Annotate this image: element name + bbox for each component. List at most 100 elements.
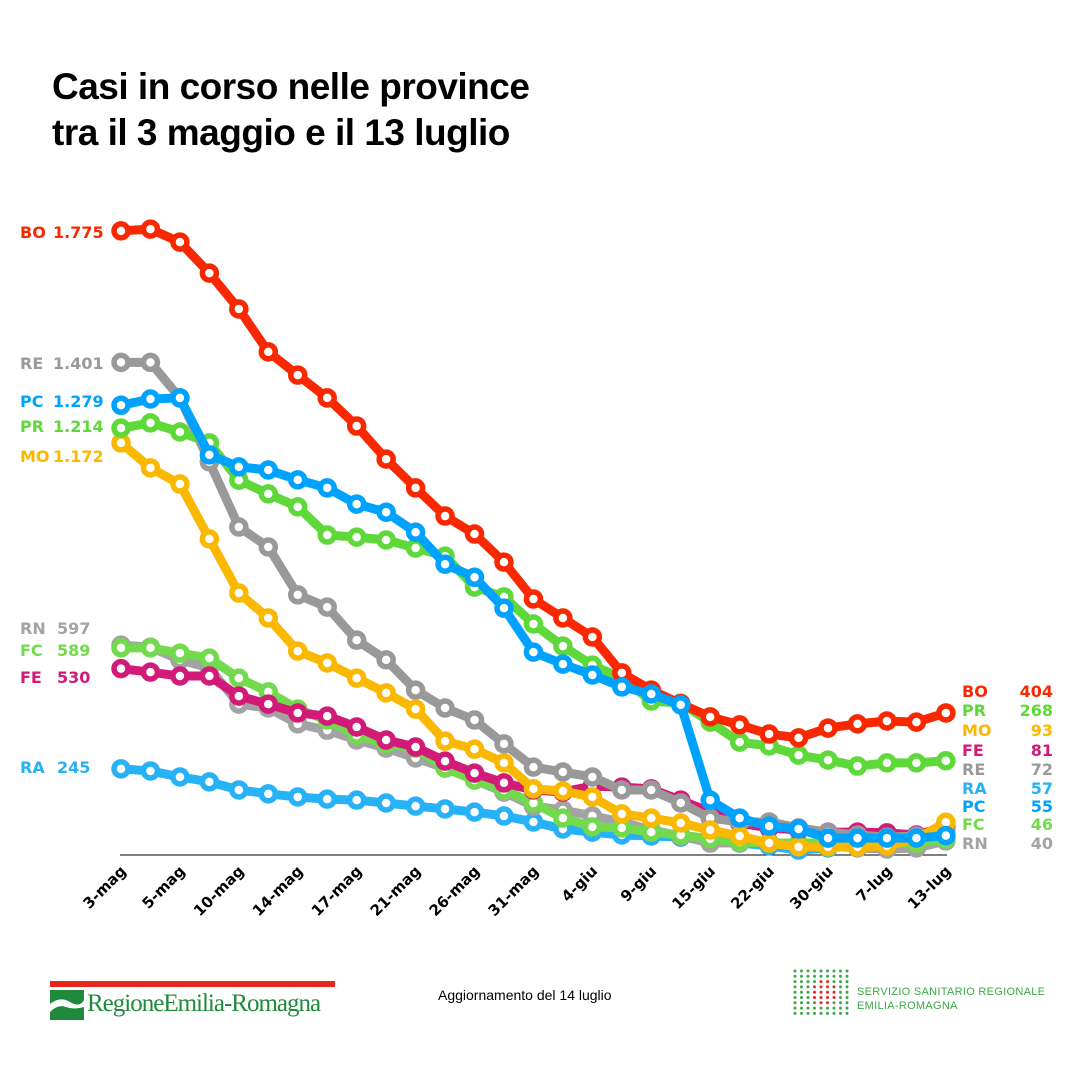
logo-dot	[839, 969, 842, 973]
logo-dot	[793, 1001, 797, 1005]
logo-dot	[826, 974, 829, 978]
data-point	[170, 232, 190, 252]
data-point	[788, 728, 809, 748]
data-point	[877, 753, 897, 773]
data-point	[700, 790, 720, 810]
dot-grid-icon	[793, 969, 849, 1015]
end-label-code-mo: MO	[962, 721, 992, 740]
logo-dot	[793, 985, 797, 989]
x-tick-label: 3-mag	[80, 862, 130, 912]
logo-dot	[806, 985, 810, 989]
data-point	[936, 703, 956, 723]
data-point	[582, 767, 603, 787]
data-point	[435, 698, 455, 718]
data-point	[199, 445, 220, 465]
data-point	[405, 699, 426, 719]
data-point	[847, 714, 868, 734]
series-bo	[111, 219, 956, 748]
x-tick-label: 17-mag	[308, 862, 366, 920]
logo-dot	[793, 996, 797, 999]
ssr-line-1: SERVIZIO SANITARIO REGIONALE	[857, 986, 1046, 998]
data-point	[788, 819, 809, 839]
data-point	[170, 388, 190, 408]
data-point	[906, 828, 927, 848]
logo-dot	[819, 1001, 823, 1005]
logo-dot	[819, 980, 823, 984]
start-label-code-pc: PC	[20, 392, 43, 411]
data-point	[346, 494, 367, 514]
data-point	[376, 449, 396, 469]
data-point	[435, 799, 455, 819]
logo-dot	[806, 1006, 810, 1010]
data-point	[376, 683, 396, 703]
logo-dot	[839, 974, 842, 978]
logo-dot	[832, 985, 836, 989]
start-label-value-re: 1.401	[53, 354, 104, 373]
end-label-code-fe: FE	[962, 741, 984, 760]
data-point	[170, 666, 190, 686]
data-point	[111, 759, 131, 779]
data-point	[612, 780, 632, 800]
logo-dot	[793, 974, 797, 978]
logo-dot	[813, 1001, 816, 1005]
logo-dot	[793, 969, 797, 973]
data-point	[435, 506, 455, 526]
data-point	[346, 630, 367, 650]
x-tick-label: 26-mag	[426, 862, 484, 920]
start-label-value-pc: 1.279	[53, 392, 104, 411]
logo-dot	[813, 1006, 816, 1010]
servizio-sanitario-logo: SERVIZIO SANITARIO REGIONALE EMILIA-ROMA…	[792, 968, 1052, 1018]
data-point	[435, 731, 455, 751]
logo-dot	[839, 996, 842, 999]
data-point	[288, 641, 308, 661]
x-tick-label: 21-mag	[367, 862, 425, 920]
x-tick-label: 5-mag	[138, 862, 188, 912]
logo-dot	[806, 980, 810, 984]
data-point	[258, 784, 279, 804]
data-point	[170, 422, 190, 442]
data-point	[877, 828, 897, 848]
logo-dot	[800, 980, 803, 984]
logo-dot	[845, 985, 849, 989]
logo-dot	[839, 1006, 842, 1010]
data-point	[405, 478, 426, 498]
end-label-value-pc: 55	[1031, 797, 1053, 816]
end-label-code-pc: PC	[962, 797, 985, 816]
logo-dot	[845, 1006, 849, 1010]
data-point	[346, 668, 367, 688]
data-point	[317, 525, 337, 545]
data-point	[435, 751, 455, 771]
logo-dot	[839, 990, 842, 994]
data-point	[847, 756, 868, 776]
data-point	[700, 707, 720, 727]
data-point	[877, 711, 897, 731]
data-point	[906, 753, 927, 773]
logo-dot	[819, 1006, 823, 1010]
data-point	[582, 665, 603, 685]
data-point	[612, 804, 632, 824]
data-point	[405, 796, 426, 816]
logo-dot	[800, 1001, 803, 1005]
logo-dot	[793, 1011, 797, 1015]
end-label-code-bo: BO	[962, 682, 988, 701]
logo-dot	[832, 990, 836, 994]
data-point	[936, 825, 956, 846]
data-point	[346, 416, 367, 436]
logo-dot	[845, 974, 849, 978]
data-point	[494, 773, 514, 793]
start-label-value-bo: 1.775	[53, 223, 104, 242]
logo-dot	[826, 980, 829, 984]
start-label-value-ra: 245	[57, 758, 90, 777]
logo-dot	[813, 996, 816, 999]
logo-dot	[845, 990, 849, 994]
end-label-value-fc: 46	[1031, 815, 1053, 834]
data-point	[229, 457, 249, 477]
logo-dot	[800, 1011, 803, 1015]
data-point	[523, 614, 544, 634]
data-point	[170, 643, 190, 663]
logo-dot	[813, 1011, 816, 1015]
data-point	[700, 820, 720, 840]
regione-emilia-romagna-logo: RegioneEmilia-Romagna	[50, 981, 340, 1023]
logo-dot	[800, 974, 803, 978]
